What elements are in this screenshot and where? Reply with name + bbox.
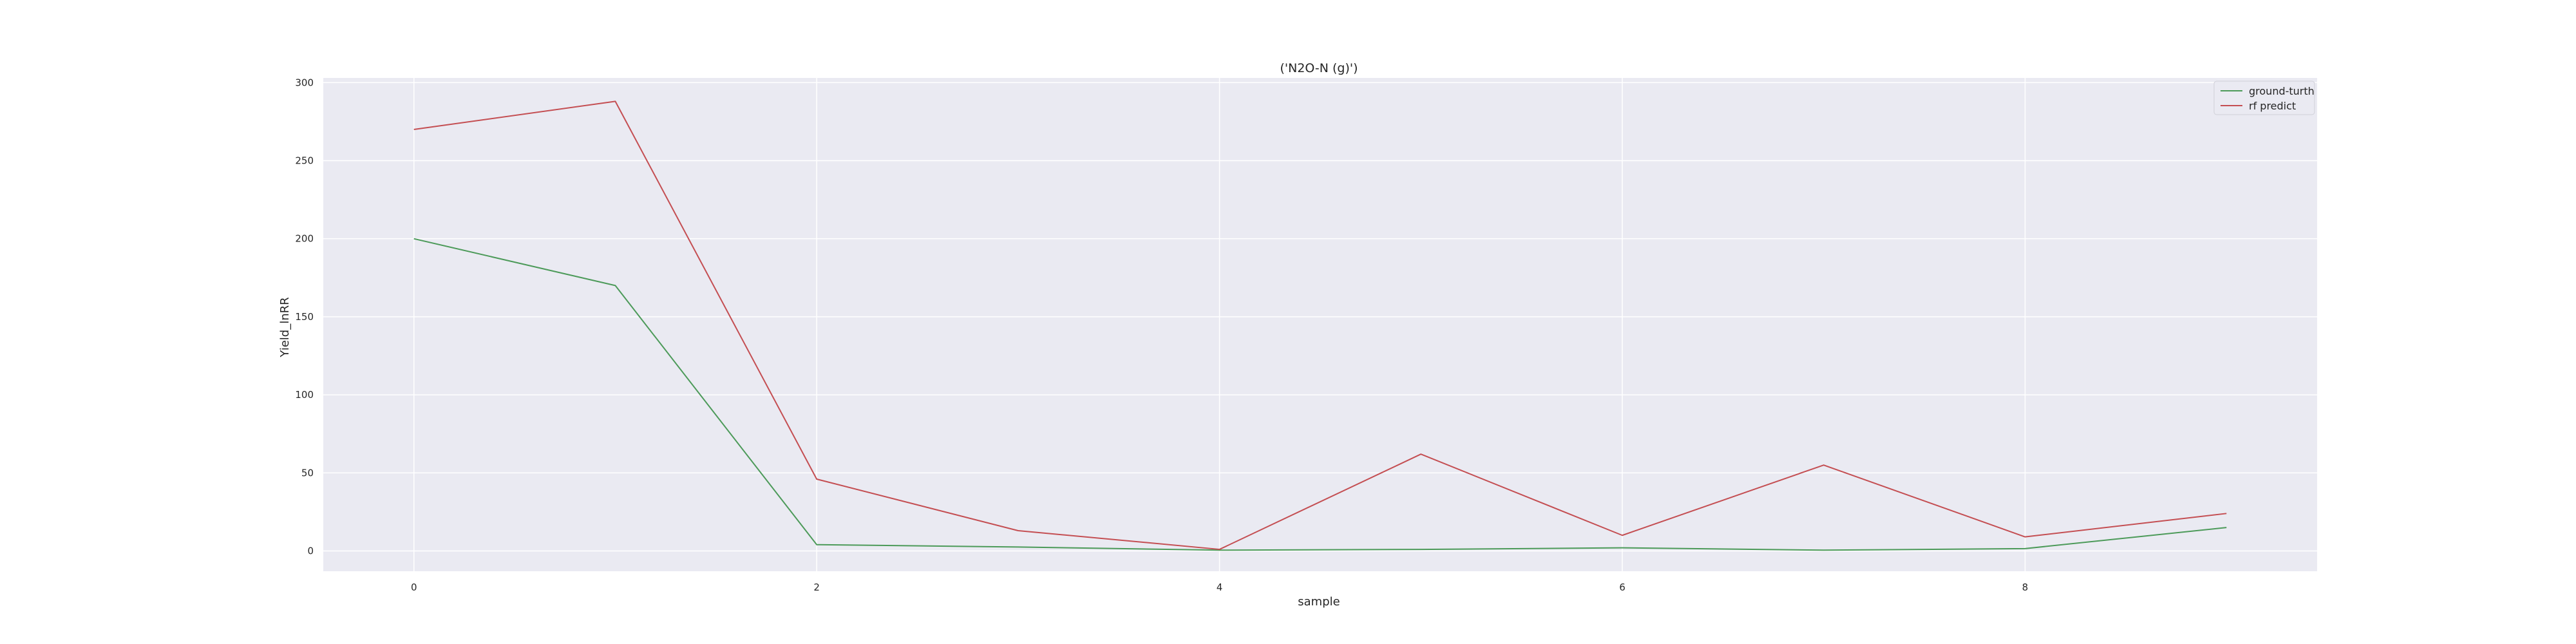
legend-label-rf-predict: rf predict [2249, 100, 2296, 112]
series-lines [413, 100, 2227, 551]
x-axis-label: sample [1298, 595, 1340, 609]
legend: ground-turth rf predict [2213, 80, 2315, 115]
y-tick-label: 50 [301, 467, 314, 478]
x-tick-label: 2 [813, 582, 820, 593]
y-tick-label: 0 [307, 545, 314, 556]
series-line-rf-predict [413, 100, 2227, 551]
y-tick-label: 300 [295, 77, 314, 88]
legend-label-ground-turth: ground-turth [2249, 85, 2315, 97]
y-axis-label: Yield_lnRR [278, 297, 292, 357]
x-tick-label: 6 [1619, 582, 1625, 593]
y-tick-label: 250 [295, 155, 314, 166]
x-axis-ticks: 0 2 4 6 8 [411, 582, 2028, 593]
plot-background [323, 78, 2317, 571]
x-tick-label: 8 [2022, 582, 2029, 593]
y-tick-label: 150 [295, 311, 314, 323]
grid-lines [323, 78, 2317, 571]
chart-title: ('N2O-N (g)') [1280, 61, 1358, 75]
series-line-ground-turth [413, 238, 2227, 551]
y-axis-ticks: 0 50 100 150 200 250 300 [295, 77, 314, 556]
x-tick-label: 4 [1217, 582, 1223, 593]
y-tick-label: 100 [295, 389, 314, 401]
x-tick-label: 0 [411, 582, 417, 593]
y-tick-label: 200 [295, 233, 314, 245]
